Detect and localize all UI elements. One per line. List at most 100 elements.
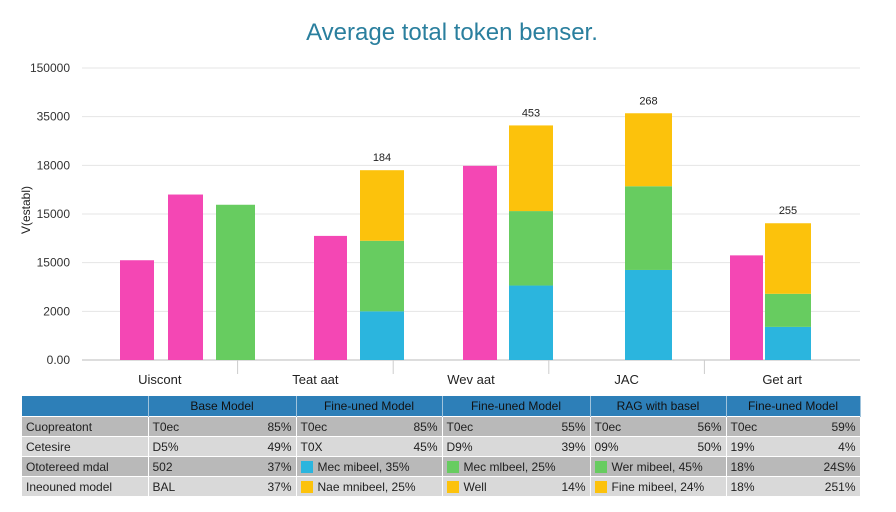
y-tick-label: 35000 <box>37 110 71 124</box>
cell-text: 19% <box>730 439 755 454</box>
cell-text: T0X <box>300 439 323 454</box>
table-cell: T0ec 85% <box>296 416 443 437</box>
cell-value: 24S% <box>823 459 856 474</box>
table-header-row: Base Model Fine-uned Model Fine-uned Mod… <box>22 396 861 417</box>
legend-swatch <box>300 480 313 493</box>
cell-text: Nae mnibeel, 25% <box>317 479 416 494</box>
legend-swatch <box>300 460 313 473</box>
y-tick-labels: 150000 35000 18000 15000 15000 2000 0.00 <box>30 61 70 367</box>
cell-value: 59% <box>831 419 856 434</box>
table-row: Ineouned model BAL 37% Nae mnibeel, 25% Well… <box>22 476 861 496</box>
cell-value: 37% <box>267 459 292 474</box>
y-tick-label: 2000 <box>43 304 70 318</box>
cell-text: 18% <box>730 479 755 494</box>
table-row: Cuopreatont T0ec 85% T0ec 85% T0ec 55% T0ec 56% T… <box>22 416 861 437</box>
bar-pink <box>314 235 347 360</box>
cell-text: T0ec <box>300 419 328 434</box>
bar-pink <box>168 194 203 360</box>
chart-title: Average total token benser. <box>306 19 598 46</box>
bar-green <box>765 293 811 327</box>
y-tick-label: 15000 <box>37 256 71 270</box>
table-cell: T0ec 59% <box>726 416 861 437</box>
bar-yellow <box>360 170 404 241</box>
cell-value: 39% <box>561 439 586 454</box>
bar-pink <box>120 260 154 360</box>
data-label: 453 <box>522 107 540 119</box>
row-label: Ototereed mdal <box>22 456 149 477</box>
cell-value: 85% <box>267 419 292 434</box>
table-header-cell: Fine-uned Model <box>296 396 443 417</box>
cell-value: 85% <box>413 419 438 434</box>
cell-text: Mec mlbeel, 25% <box>463 459 556 474</box>
cell-text: 502 <box>152 459 173 474</box>
legend-swatch <box>446 480 459 493</box>
legend-swatch <box>594 480 607 493</box>
table-cell: T0ec 56% <box>590 416 727 437</box>
cell-value: 14% <box>561 479 586 494</box>
table-cell: 19% 4% <box>726 436 861 457</box>
row-label: Cetesire <box>22 436 149 457</box>
bar-pink <box>730 255 763 360</box>
table-cell: T0ec 55% <box>442 416 591 437</box>
data-label: 255 <box>779 205 797 217</box>
cell-value: 37% <box>267 479 292 494</box>
x-tick-label: Wev aat <box>447 372 495 387</box>
cell-value: 251% <box>824 479 856 494</box>
legend-swatch <box>594 460 607 473</box>
table-cell: Nae mnibeel, 25% <box>296 476 443 496</box>
cell-text: Wer mibeel, 45% <box>611 459 703 474</box>
table-cell: Mec mlbeel, 25% <box>442 456 591 477</box>
bar-pink <box>463 165 497 360</box>
bar-blue <box>765 326 811 360</box>
cell-value: 56% <box>697 419 722 434</box>
table-cell: Fine mibeel, 24% <box>590 476 727 496</box>
table-header-cell: Fine-uned Model <box>442 396 591 417</box>
bar-blue <box>360 311 404 360</box>
cell-text: T0ec <box>446 419 474 434</box>
row-label: Ineouned model <box>22 476 149 496</box>
cell-text: Mec mibeel, 35% <box>317 459 410 474</box>
bar-chart: Average total token benser. V(establ) 15… <box>19 19 860 387</box>
cell-text: T0ec <box>594 419 622 434</box>
y-tick-label: 18000 <box>37 158 71 172</box>
cell-text: 18% <box>730 459 755 474</box>
table-cell: BAL 37% <box>148 476 297 496</box>
table-cell: T0X 45% <box>296 436 443 457</box>
bar-blue <box>625 269 672 360</box>
row-label: Cuopreatont <box>22 416 149 437</box>
x-tick-label: JAC <box>614 372 639 387</box>
table-cell: 502 37% <box>148 456 297 477</box>
x-tick-label: Teat aat <box>292 372 339 387</box>
bars: 184 453 268 255 <box>120 95 811 360</box>
cell-value: 50% <box>697 439 722 454</box>
bar-yellow <box>509 125 553 212</box>
table-header-cell <box>22 396 149 417</box>
y-tick-label: 0.00 <box>47 353 71 367</box>
bar-green <box>625 186 672 270</box>
table-row: Cetesire D5% 49% T0X 45% D9% 39% 09% 50% 19% 4% <box>22 436 861 457</box>
cell-text: BAL <box>152 479 176 494</box>
cell-text: Fine mibeel, 24% <box>611 479 705 494</box>
cell-text: D5% <box>152 439 179 454</box>
cell-text: T0ec <box>730 419 758 434</box>
bar-green <box>509 211 553 286</box>
table-cell: 18% 24S% <box>726 456 861 477</box>
data-label: 268 <box>639 95 657 107</box>
bar-yellow <box>765 223 811 294</box>
table-header-cell: RAG with basel <box>590 396 727 417</box>
cell-value: 49% <box>267 439 292 454</box>
table-header-cell: Fine-uned Model <box>726 396 861 417</box>
table-cell: T0ec 85% <box>148 416 297 437</box>
table-cell: 09% 50% <box>590 436 727 457</box>
table-cell: 18% 251% <box>726 476 861 496</box>
cell-value: 45% <box>413 439 438 454</box>
x-tick-label: Uiscont <box>138 372 182 387</box>
y-axis-label: V(establ) <box>19 186 33 234</box>
x-tick-label: Get art <box>762 372 802 387</box>
bar-green <box>216 204 255 360</box>
table-cell: D5% 49% <box>148 436 297 457</box>
cell-text: 09% <box>594 439 619 454</box>
x-tick-labels: Uiscont Teat aat Wev aat JAC Get art <box>138 372 802 387</box>
legend-table: Base Model Fine-uned Model Fine-uned Mod… <box>22 396 861 496</box>
cell-text: Well <box>463 479 487 494</box>
